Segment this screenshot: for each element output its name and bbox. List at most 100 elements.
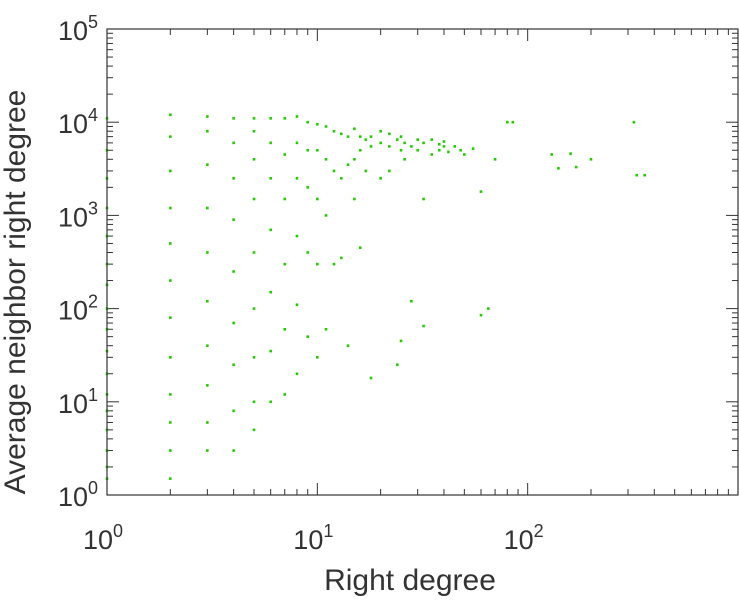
data-point: [379, 141, 382, 145]
data-point: [232, 141, 235, 145]
data-point: [399, 135, 403, 138]
data-point: [283, 153, 287, 156]
data-point: [369, 135, 373, 138]
data-point: [269, 177, 272, 180]
y-tick-label: 103: [58, 198, 98, 232]
data-point: [353, 197, 356, 201]
data-point: [169, 206, 172, 210]
data-point: [324, 214, 328, 217]
data-point: [430, 153, 434, 156]
data-point: [339, 177, 343, 180]
data-point: [169, 242, 172, 245]
data-point: [206, 206, 209, 210]
data-point: [306, 335, 310, 338]
data-point: [306, 251, 310, 254]
data-point: [169, 316, 172, 319]
data-point: [232, 218, 235, 221]
data-point: [206, 129, 209, 133]
y-tick-label: 101: [58, 385, 98, 419]
data-point: [269, 141, 272, 145]
data-point: [206, 344, 209, 347]
data-point: [569, 152, 572, 155]
x-axis-title: Right degree: [324, 564, 496, 597]
data-point: [493, 157, 497, 161]
data-point: [295, 141, 299, 145]
data-point: [324, 327, 328, 331]
tick-labels: 100 101 102 100 101 102 103 104 105: [58, 12, 544, 555]
data-point: [283, 262, 287, 266]
data-point: [388, 132, 391, 136]
data-point: [269, 400, 272, 404]
data-point: [252, 400, 256, 404]
data-point: [442, 145, 446, 148]
data-point: [358, 135, 362, 138]
data-point: [252, 356, 256, 359]
data-point: [283, 393, 287, 396]
data-point: [206, 449, 209, 452]
data-point: [206, 163, 209, 166]
data-point: [447, 150, 450, 154]
data-point: [206, 115, 209, 118]
data-point: [511, 120, 515, 124]
data-point: [574, 165, 578, 169]
data-point: [206, 384, 209, 387]
data-point: [252, 307, 256, 310]
data-point: [479, 190, 483, 193]
data-point: [252, 197, 256, 201]
x-tick-label: 100: [83, 521, 123, 555]
data-point: [169, 356, 172, 359]
data-point: [169, 421, 172, 424]
data-point: [232, 449, 235, 452]
data-point: [339, 132, 343, 136]
data-point: [410, 299, 413, 303]
data-point: [396, 363, 399, 367]
data-point: [295, 177, 299, 180]
data-point: [324, 157, 328, 161]
y-tick-label: 105: [58, 12, 98, 46]
data-point: [437, 148, 441, 152]
data-point: [269, 349, 272, 353]
data-point: [635, 173, 639, 177]
data-point: [353, 157, 356, 161]
data-point: [364, 169, 368, 173]
data-point: [369, 376, 373, 380]
y-tick-label: 104: [58, 105, 98, 139]
data-point: [410, 145, 413, 148]
data-point: [332, 169, 336, 173]
data-point: [232, 117, 235, 120]
data-point: [396, 138, 399, 141]
data-point: [346, 163, 350, 166]
data-point: [295, 303, 299, 307]
data-point: [416, 148, 419, 152]
data-point: [316, 356, 319, 359]
data-point: [353, 127, 356, 131]
data-point: [358, 246, 362, 250]
data-point: [316, 122, 319, 126]
data-point: [403, 141, 406, 145]
y-tick-label: 102: [58, 292, 98, 326]
data-point: [403, 157, 406, 161]
data-point: [252, 157, 256, 161]
data-point: [487, 307, 490, 310]
data-point: [295, 372, 299, 376]
data-point: [346, 135, 350, 138]
data-point: [399, 339, 403, 343]
data-point: [316, 262, 319, 266]
data-point: [505, 120, 509, 124]
data-point: [379, 129, 382, 133]
x-tick-label: 101: [293, 521, 333, 555]
data-point: [252, 129, 256, 133]
data-points: [105, 113, 646, 480]
x-tick-label: 102: [504, 521, 544, 555]
data-point: [422, 324, 425, 328]
data-point: [316, 148, 319, 152]
data-point: [324, 125, 328, 128]
data-point: [283, 197, 287, 201]
data-point: [388, 145, 391, 148]
axis-ticks: [106, 29, 738, 496]
data-point: [206, 421, 209, 424]
data-point: [358, 148, 362, 152]
data-point: [232, 177, 235, 180]
data-point: [232, 270, 235, 273]
